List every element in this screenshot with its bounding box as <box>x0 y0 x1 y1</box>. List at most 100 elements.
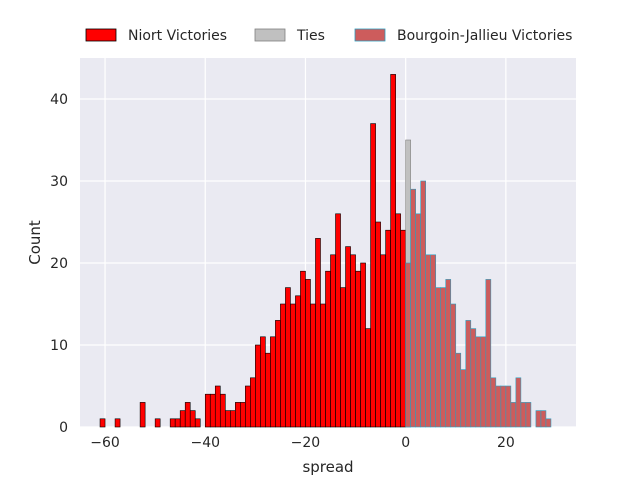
bar-bourgoin-jallieu-victories <box>405 262 411 428</box>
bar-niort-victories <box>240 402 246 428</box>
bar-niort-victories <box>99 418 106 428</box>
bar-niort-victories <box>305 279 311 428</box>
bar-niort-victories <box>280 303 286 428</box>
bar-bourgoin-jallieu-victories <box>420 180 426 428</box>
bar-niort-victories <box>250 377 256 428</box>
bar-bourgoin-jallieu-victories <box>430 254 437 428</box>
bar-niort-victories <box>179 410 186 428</box>
bar-bourgoin-jallieu-victories <box>490 377 497 428</box>
bar-niort-victories <box>370 123 376 428</box>
bar-bourgoin-jallieu-victories <box>480 336 487 428</box>
bar-niort-victories <box>235 402 241 428</box>
bar-niort-victories <box>139 402 146 428</box>
bar-niort-victories <box>204 393 211 428</box>
bar-niort-victories <box>340 287 346 428</box>
bar-niort-victories <box>295 295 301 428</box>
bar-bourgoin-jallieu-victories <box>425 254 432 428</box>
bar-bourgoin-jallieu-victories <box>470 328 477 428</box>
bar-niort-victories <box>330 254 336 428</box>
bar-bourgoin-jallieu-victories <box>540 410 547 428</box>
bar-niort-victories <box>265 352 271 428</box>
x-tick-label: 20 <box>497 435 515 451</box>
legend-swatch-niort-victories <box>85 28 117 42</box>
bar-bourgoin-jallieu-victories <box>515 377 522 428</box>
bar-niort-victories <box>345 246 351 428</box>
legend: Niort Victories Ties Bourgoin-Jallieu Vict… <box>85 28 572 44</box>
bar-bourgoin-jallieu-victories <box>510 402 517 428</box>
bar-bourgoin-jallieu-victories <box>445 279 452 428</box>
bar-niort-victories <box>230 410 236 428</box>
legend-label-bourgoin-jallieu-victories: Bourgoin-Jallieu Victories <box>397 28 572 44</box>
bar-niort-victories <box>245 385 251 428</box>
x-tick-label: 0 <box>401 435 410 451</box>
bar-niort-victories <box>224 410 231 428</box>
bar-niort-victories <box>174 418 181 428</box>
x-tick-label: −40 <box>190 435 220 451</box>
y-tick-label: 40 <box>50 92 68 108</box>
x-tick-label: −60 <box>90 435 120 451</box>
bars <box>99 74 552 428</box>
bar-bourgoin-jallieu-victories <box>520 402 527 428</box>
bar-niort-victories <box>260 336 266 428</box>
bar-niort-victories <box>310 303 316 428</box>
bar-bourgoin-jallieu-victories <box>415 213 421 428</box>
y-axis-label: Count <box>26 220 44 265</box>
bar-bourgoin-jallieu-victories <box>505 385 512 428</box>
bar-bourgoin-jallieu-victories <box>500 385 507 428</box>
legend-label-niort-victories: Niort Victories <box>128 28 227 44</box>
bar-niort-victories <box>390 74 396 428</box>
bar-niort-victories <box>290 303 296 428</box>
legend-label-ties: Ties <box>296 28 325 44</box>
bar-niort-victories <box>335 213 341 428</box>
bar-niort-victories <box>169 418 176 428</box>
bar-niort-victories <box>275 320 281 428</box>
x-axis-label: spread <box>302 458 353 476</box>
y-tick-label: 10 <box>50 338 68 354</box>
bar-niort-victories <box>219 393 226 428</box>
bar-bourgoin-jallieu-victories <box>465 320 472 428</box>
bar-niort-victories <box>300 270 306 428</box>
bar-niort-victories <box>355 270 361 428</box>
bar-bourgoin-jallieu-victories <box>475 336 482 428</box>
bar-niort-victories <box>320 303 326 428</box>
bar-bourgoin-jallieu-victories <box>455 352 462 428</box>
y-tick-label: 20 <box>50 256 68 272</box>
legend-swatch-bourgoin-jallieu-victories <box>354 28 386 42</box>
bar-bourgoin-jallieu-victories <box>485 279 492 428</box>
bar-niort-victories <box>270 336 276 428</box>
bar-niort-victories <box>360 262 366 428</box>
bar-bourgoin-jallieu-victories <box>440 287 447 428</box>
bar-niort-victories <box>395 213 401 428</box>
bar-niort-victories <box>375 221 381 428</box>
bar-niort-victories <box>350 254 356 428</box>
y-tick-label: 0 <box>59 420 68 436</box>
bar-bourgoin-jallieu-victories <box>435 287 442 428</box>
bar-niort-victories <box>114 418 121 428</box>
bar-bourgoin-jallieu-victories <box>535 410 542 428</box>
bar-niort-victories <box>214 385 221 428</box>
bar-niort-victories <box>385 229 391 428</box>
bar-bourgoin-jallieu-victories <box>495 385 502 428</box>
bar-niort-victories <box>209 393 216 428</box>
bar-niort-victories <box>365 328 371 428</box>
bar-niort-victories <box>154 418 161 428</box>
bar-niort-victories <box>400 229 406 428</box>
bar-niort-victories <box>189 410 196 428</box>
bar-niort-victories <box>380 254 386 428</box>
tick-labels: −60 −40 −20 0 20 0 10 20 30 40 <box>50 92 515 451</box>
bar-bourgoin-jallieu-victories <box>450 303 457 428</box>
bar-bourgoin-jallieu-victories <box>545 418 552 428</box>
bar-niort-victories <box>184 402 191 428</box>
legend-swatch-ties <box>254 28 286 42</box>
bar-niort-victories <box>325 270 331 428</box>
bar-niort-victories <box>285 287 291 428</box>
bar-niort-victories <box>194 418 201 428</box>
bar-bourgoin-jallieu-victories <box>410 188 416 428</box>
bar-niort-victories <box>315 238 321 428</box>
bar-bourgoin-jallieu-victories <box>525 402 532 428</box>
bar-bourgoin-jallieu-victories <box>460 369 467 428</box>
y-tick-label: 30 <box>50 174 68 190</box>
bar-niort-victories <box>255 344 261 428</box>
x-tick-label: −20 <box>291 435 321 451</box>
